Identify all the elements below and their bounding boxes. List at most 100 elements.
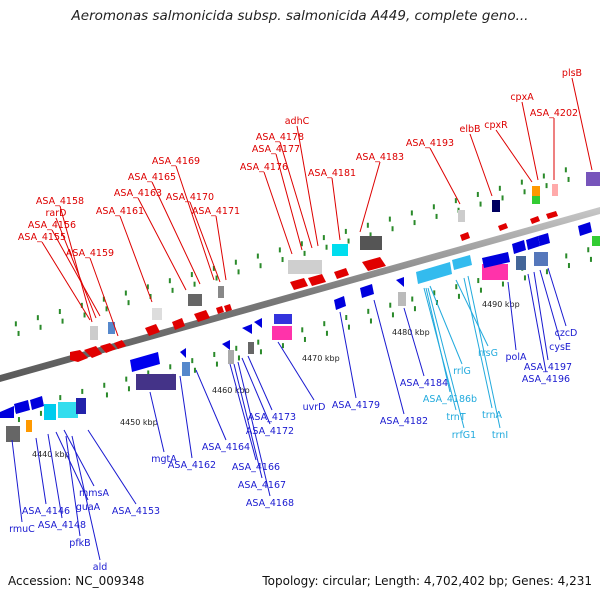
- gene-box[interactable]: [218, 286, 224, 298]
- gene-label[interactable]: ASA_4164: [202, 442, 250, 453]
- gene-label[interactable]: ASA_4172: [246, 426, 294, 437]
- gene-label[interactable]: trnT: [446, 412, 465, 423]
- gene-label[interactable]: ASA_4146: [22, 506, 70, 517]
- gene-arrow[interactable]: [145, 324, 160, 336]
- gene-arrow[interactable]: [482, 252, 510, 268]
- gene-label[interactable]: polA: [506, 352, 527, 363]
- gene-label[interactable]: ASA_4163: [114, 188, 162, 199]
- gene-arrow[interactable]: [396, 277, 404, 287]
- gene-label[interactable]: plsB: [562, 68, 582, 79]
- gene-arrow[interactable]: [308, 274, 326, 286]
- gene-arrow[interactable]: [546, 211, 558, 219]
- gene-label[interactable]: ASA_4162: [168, 460, 216, 471]
- gene-box[interactable]: [136, 374, 176, 390]
- gene-box[interactable]: [274, 314, 292, 324]
- gene-arrow[interactable]: [180, 348, 186, 358]
- gene-arrow[interactable]: [242, 324, 252, 334]
- gene-box[interactable]: [272, 326, 292, 340]
- gene-label[interactable]: ASA_4166: [232, 462, 280, 473]
- gene-label[interactable]: trnA: [482, 410, 502, 421]
- gene-label[interactable]: rrfG1: [452, 430, 476, 441]
- gene-label[interactable]: ASA_4178: [256, 132, 304, 143]
- gene-box[interactable]: [332, 244, 348, 256]
- gene-label[interactable]: rmuC: [9, 524, 35, 535]
- gene-label[interactable]: ASA_4159: [66, 248, 114, 259]
- gene-arrow[interactable]: [70, 350, 88, 362]
- gene-label[interactable]: cpxA: [510, 92, 534, 103]
- gene-box[interactable]: [152, 308, 162, 320]
- gene-box[interactable]: [58, 402, 78, 418]
- gene-box[interactable]: [90, 326, 98, 340]
- gene-arrow[interactable]: [538, 233, 550, 246]
- gene-label[interactable]: ald: [93, 562, 108, 573]
- gene-arrow[interactable]: [172, 318, 185, 330]
- gene-box[interactable]: [248, 342, 254, 354]
- gene-box[interactable]: [552, 184, 558, 196]
- gene-label[interactable]: ASA_4202: [530, 108, 578, 119]
- gene-box[interactable]: [492, 200, 500, 212]
- gene-box[interactable]: [6, 426, 20, 442]
- gene-label[interactable]: ASA_4158: [36, 196, 84, 207]
- gene-box[interactable]: [188, 294, 202, 306]
- gene-label[interactable]: ASA_4182: [380, 416, 428, 427]
- gene-label[interactable]: ASA_4176: [240, 162, 288, 173]
- gene-box[interactable]: [516, 256, 526, 270]
- gene-label[interactable]: ASA_4177: [252, 144, 300, 155]
- gene-label[interactable]: ASA_4197: [524, 362, 572, 373]
- gene-label[interactable]: ASA_4181: [308, 168, 356, 179]
- gene-arrow[interactable]: [254, 318, 262, 328]
- gene-arrow[interactable]: [362, 257, 386, 271]
- gene-arrow[interactable]: [498, 223, 508, 231]
- gene-arrow[interactable]: [130, 352, 160, 372]
- gene-box[interactable]: [458, 210, 465, 222]
- gene-label[interactable]: ASA_4179: [332, 400, 380, 411]
- gene-label[interactable]: ASA_4193: [406, 138, 454, 149]
- gene-label[interactable]: adhC: [285, 116, 310, 127]
- gene-label[interactable]: ASA_4156: [28, 220, 76, 231]
- gene-arrow[interactable]: [224, 304, 232, 312]
- gene-label[interactable]: ASA_4173: [248, 412, 296, 423]
- gene-arrow[interactable]: [100, 343, 116, 353]
- gene-box[interactable]: [586, 172, 600, 186]
- gene-arrow[interactable]: [216, 306, 224, 314]
- gene-box[interactable]: [228, 350, 234, 364]
- gene-label[interactable]: cpxR: [484, 120, 508, 131]
- gene-label[interactable]: ASA_4161: [96, 206, 144, 217]
- gene-label[interactable]: czcD: [555, 328, 578, 339]
- gene-box[interactable]: [76, 398, 86, 414]
- gene-label[interactable]: ASA_4153: [112, 506, 160, 517]
- gene-box[interactable]: [26, 420, 32, 432]
- gene-box[interactable]: [534, 252, 548, 266]
- gene-label[interactable]: ASA_4155: [18, 232, 66, 243]
- gene-label[interactable]: ASA_4170: [166, 192, 214, 203]
- gene-label[interactable]: ASA_4148: [38, 520, 86, 531]
- gene-box[interactable]: [532, 186, 540, 196]
- gene-arrow[interactable]: [530, 216, 540, 224]
- gene-box[interactable]: [532, 196, 540, 204]
- gene-arrow[interactable]: [512, 240, 526, 254]
- gene-arrow[interactable]: [290, 278, 308, 290]
- gene-arrow[interactable]: [360, 284, 374, 298]
- gene-arrow[interactable]: [334, 268, 349, 279]
- gene-arrow[interactable]: [526, 236, 540, 250]
- gene-arrow[interactable]: [578, 222, 592, 236]
- gene-box[interactable]: [182, 362, 190, 376]
- gene-arrow[interactable]: [334, 296, 346, 310]
- gene-label[interactable]: elbB: [459, 124, 480, 135]
- gene-box[interactable]: [398, 292, 406, 306]
- gene-arrow[interactable]: [460, 232, 470, 241]
- gene-arrow[interactable]: [452, 255, 472, 270]
- gene-label[interactable]: rrsG: [478, 348, 498, 359]
- gene-arrow[interactable]: [194, 310, 210, 322]
- gene-arrow[interactable]: [222, 340, 230, 350]
- gene-box[interactable]: [288, 260, 322, 274]
- gene-box[interactable]: [44, 404, 56, 420]
- gene-label[interactable]: trnI: [492, 430, 508, 441]
- gene-label[interactable]: cysE: [549, 342, 571, 353]
- gene-label[interactable]: ASA_4171: [192, 206, 240, 217]
- gene-arrow[interactable]: [30, 396, 44, 410]
- gene-label[interactable]: ASA_4165: [128, 172, 176, 183]
- gene-label[interactable]: ASA_4186b: [423, 394, 477, 405]
- gene-label[interactable]: ASA_4167: [238, 480, 286, 491]
- gene-arrow[interactable]: [84, 346, 102, 358]
